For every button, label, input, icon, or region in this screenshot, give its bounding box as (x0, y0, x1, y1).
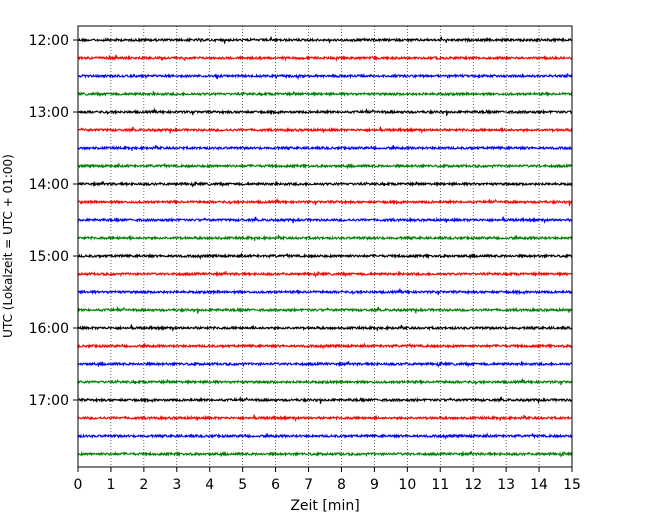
trace-1315 (77, 126, 573, 134)
trace-1530 (77, 287, 573, 296)
x-tick-label: 12 (464, 477, 482, 493)
trace-1445 (77, 234, 573, 242)
x-tick-label: 9 (370, 477, 379, 493)
y-tick-label: 14:00 (29, 177, 69, 193)
seismic-traces (77, 35, 573, 458)
x-axis-ticks: 0 1 2 3 4 5 6 7 8 9 10 11 12 13 14 15 (74, 467, 581, 493)
trace-1430 (77, 216, 573, 224)
x-tick-label: 10 (398, 477, 416, 493)
y-tick-label: 17:00 (29, 393, 69, 409)
y-tick-label: 13:00 (29, 105, 69, 121)
x-tick-label: 1 (106, 477, 115, 493)
x-tick-label: 5 (238, 477, 247, 493)
trace-1730 (77, 432, 573, 440)
x-tick-label: 0 (74, 477, 83, 493)
trace-1300 (77, 107, 573, 116)
y-axis-label: UTC (Lokalzeit = UTC + 01:00) (1, 154, 15, 338)
trace-1700 (77, 396, 573, 404)
x-tick-label: 6 (271, 477, 280, 493)
x-tick-label: 2 (139, 477, 148, 493)
y-tick-label: 12:00 (29, 33, 69, 49)
trace-1200 (77, 35, 573, 44)
trace-1345 (77, 162, 573, 170)
y-axis-ticks: 12:00 13:00 14:00 15:00 16:00 17:00 (29, 33, 78, 409)
x-tick-label: 13 (497, 477, 515, 493)
x-tick-label: 4 (205, 477, 214, 493)
trace-1630 (77, 360, 573, 368)
x-tick-label: 3 (172, 477, 181, 493)
trace-1645 (77, 377, 573, 386)
x-tick-label: 8 (337, 477, 346, 493)
trace-1500 (77, 252, 573, 260)
trace-1745 (77, 450, 573, 458)
trace-1215 (77, 54, 573, 63)
y-tick-label: 15:00 (29, 249, 69, 265)
x-tick-label: 7 (304, 477, 313, 493)
x-tick-label: 15 (563, 477, 581, 493)
trace-1400 (77, 180, 573, 188)
trace-1330 (77, 144, 573, 152)
trace-1515 (77, 270, 573, 278)
trace-1415 (77, 197, 573, 206)
x-axis-label: Zeit [min] (290, 498, 359, 514)
x-tick-label: 14 (530, 477, 548, 493)
plot-frame (77, 25, 573, 468)
trace-1715 (77, 414, 573, 422)
y-tick-label: 16:00 (29, 321, 69, 337)
trace-1545 (77, 306, 573, 314)
x-tick-label: 11 (431, 477, 449, 493)
trace-1600 (77, 324, 573, 332)
trace-1615 (77, 342, 573, 350)
trace-1230 (77, 72, 573, 81)
trace-1245 (77, 90, 573, 98)
